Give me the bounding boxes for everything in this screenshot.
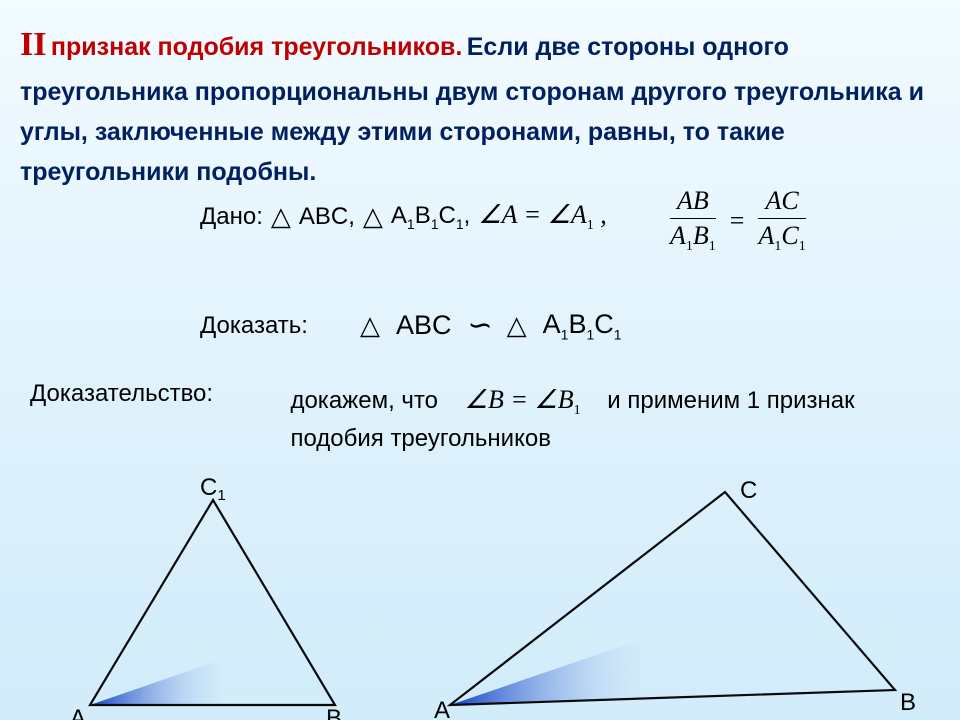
label-b1: B1 — [326, 705, 350, 720]
label-b: B — [900, 689, 916, 716]
delta-prove-1: △ — [360, 311, 380, 341]
frac-ab: AB A1B1 — [670, 186, 716, 255]
roman-numeral: II — [20, 26, 46, 63]
proof-t1: докажем, что — [290, 387, 438, 414]
label-a: A — [434, 697, 450, 720]
delta2: △ — [363, 202, 383, 232]
delta1: △ — [271, 202, 291, 232]
prove-a1b1c1: A1B1C1 — [543, 309, 622, 342]
label-a1: A1 — [70, 705, 94, 720]
proof-label: Доказательство: — [30, 380, 286, 408]
label-c: C — [740, 477, 757, 504]
label-c1: C1 — [200, 474, 226, 504]
similar-symbol: ∽ — [468, 308, 491, 343]
angle-shade-1 — [90, 660, 220, 705]
tri-abc: ABC, — [299, 203, 355, 231]
title-block: II признак подобия треугольников. Если д… — [20, 18, 940, 192]
frac1-den: A1B1 — [670, 218, 716, 255]
angle-b-eq: ∠B = ∠B1 — [465, 385, 581, 414]
triangle-2 — [450, 492, 895, 705]
delta-prove-2: △ — [507, 311, 527, 341]
proof-row: Доказательство: докажем, что ∠B = ∠B1 и … — [30, 380, 930, 457]
frac1-num: AB — [677, 186, 709, 216]
title-heading: признак подобия треугольников. — [51, 33, 462, 61]
prove-abc: ABC — [396, 310, 452, 341]
fraction-pair: AB A1B1 = AC A1C1 — [670, 186, 806, 255]
figures-svg: A1 B1 C1 A B C — [0, 460, 960, 720]
angle-a-eq: ∠A = ∠A1 , — [478, 200, 606, 234]
tri-a1b1c1: A1B1C1, — [391, 202, 470, 232]
frac2-num: AC — [765, 186, 798, 216]
prove-label: Доказать: — [200, 312, 308, 340]
given-row: Дано: △ ABC, △ A1B1C1, ∠A = ∠A1 , — [200, 200, 607, 234]
frac2-den: A1C1 — [758, 218, 805, 255]
frac-ac: AC A1C1 — [758, 186, 805, 255]
angle-shade-2 — [450, 640, 640, 705]
prove-row: Доказать: △ ABC ∽ △ A1B1C1 — [200, 308, 622, 343]
given-label: Дано: — [200, 203, 263, 231]
proof-text: докажем, что ∠B = ∠B1 и применим 1 призн… — [290, 380, 920, 457]
eq-sign: = — [730, 206, 745, 236]
